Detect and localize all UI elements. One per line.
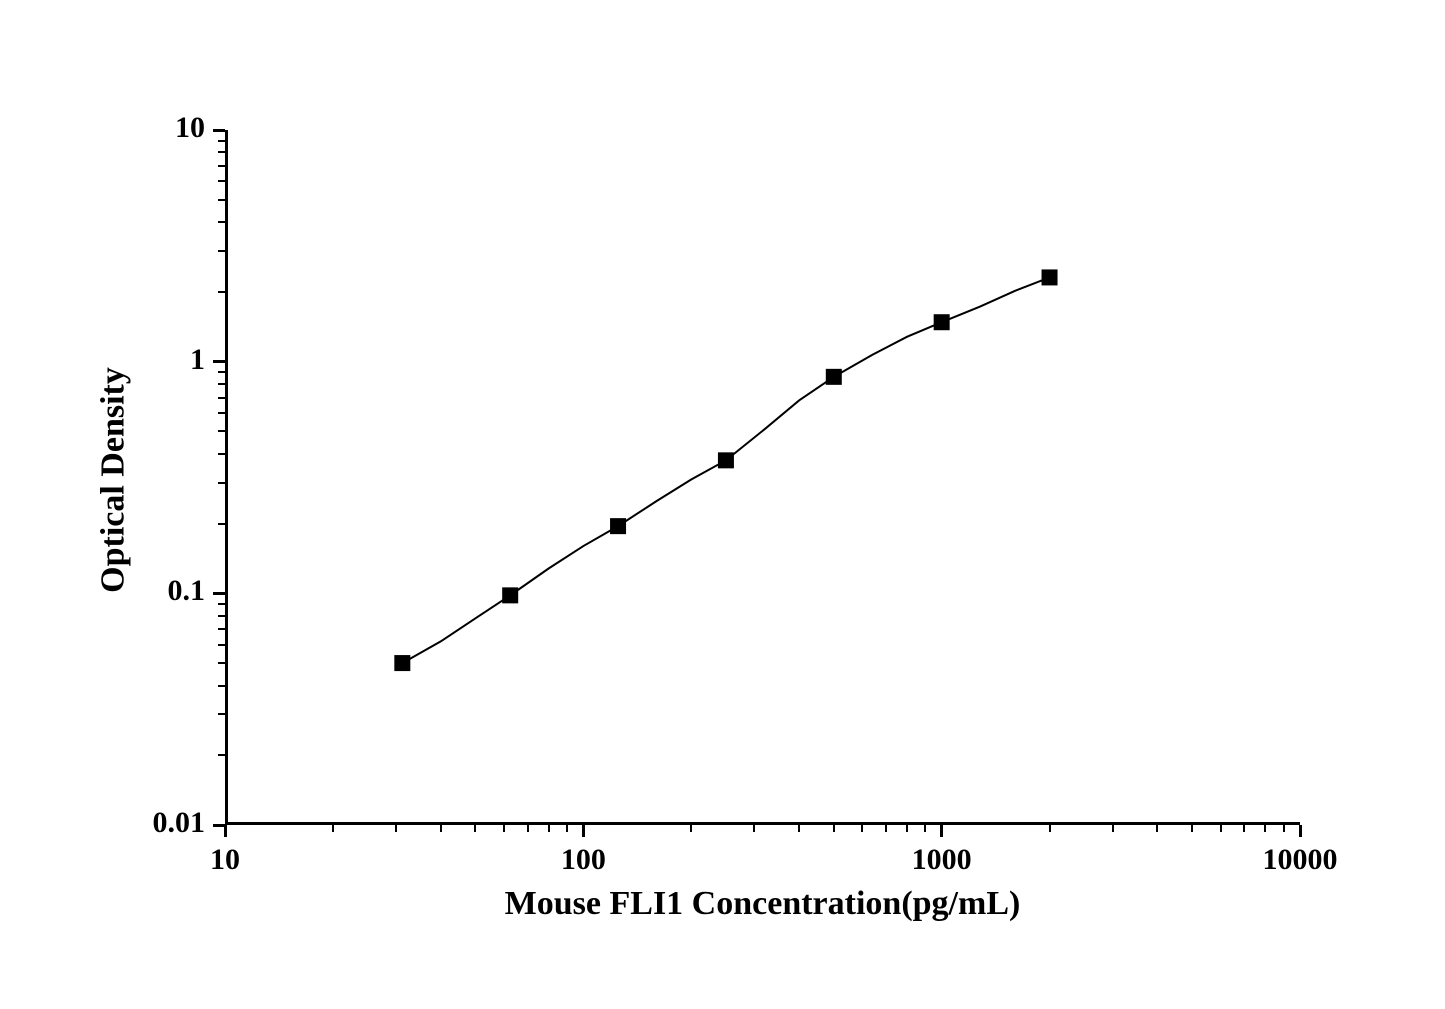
data-marker bbox=[934, 314, 950, 330]
x-tick-minor bbox=[833, 825, 835, 832]
y-tick-minor bbox=[218, 523, 225, 525]
x-tick-minor bbox=[527, 825, 529, 832]
y-tick-minor bbox=[218, 615, 225, 617]
y-tick-minor bbox=[218, 453, 225, 455]
x-tick-minor bbox=[1243, 825, 1245, 832]
x-tick-minor bbox=[906, 825, 908, 832]
x-tick-minor bbox=[395, 825, 397, 832]
y-tick-label: 10 bbox=[175, 111, 205, 145]
y-tick-minor bbox=[218, 250, 225, 252]
x-tick-minor bbox=[1191, 825, 1193, 832]
x-tick-minor bbox=[861, 825, 863, 832]
y-tick-minor bbox=[218, 412, 225, 414]
y-tick-minor bbox=[218, 713, 225, 715]
data-marker bbox=[502, 587, 518, 603]
x-tick-minor bbox=[885, 825, 887, 832]
data-line bbox=[402, 277, 1049, 663]
y-tick-minor bbox=[218, 221, 225, 223]
x-tick-minor bbox=[566, 825, 568, 832]
y-tick-minor bbox=[218, 371, 225, 373]
x-tick-minor bbox=[1049, 825, 1051, 832]
x-tick-minor bbox=[1283, 825, 1285, 832]
y-tick-minor bbox=[218, 397, 225, 399]
x-tick-minor bbox=[548, 825, 550, 832]
y-tick-minor bbox=[218, 662, 225, 664]
data-marker bbox=[610, 518, 626, 534]
y-tick-label: 0.1 bbox=[168, 574, 206, 608]
y-tick-minor bbox=[218, 151, 225, 153]
x-tick-minor bbox=[690, 825, 692, 832]
y-tick-major bbox=[213, 129, 225, 132]
x-tick-minor bbox=[474, 825, 476, 832]
x-tick-minor bbox=[924, 825, 926, 832]
x-tick-minor bbox=[798, 825, 800, 832]
x-tick-minor bbox=[1264, 825, 1266, 832]
x-tick-minor bbox=[440, 825, 442, 832]
data-marker bbox=[718, 452, 734, 468]
x-tick-major bbox=[224, 825, 227, 837]
x-tick-minor bbox=[1112, 825, 1114, 832]
y-tick-major bbox=[213, 360, 225, 363]
y-tick-minor bbox=[218, 754, 225, 756]
x-tick-major bbox=[582, 825, 585, 837]
y-tick-minor bbox=[218, 685, 225, 687]
x-axis-label: Mouse FLI1 Concentration(pg/mL) bbox=[225, 885, 1300, 923]
x-tick-minor bbox=[1156, 825, 1158, 832]
data-marker bbox=[1042, 269, 1058, 285]
x-tick-minor bbox=[332, 825, 334, 832]
y-tick-minor bbox=[218, 140, 225, 142]
y-tick-minor bbox=[218, 430, 225, 432]
x-tick-major bbox=[1299, 825, 1302, 837]
x-tick-label: 10000 bbox=[1240, 843, 1360, 877]
data-marker bbox=[826, 369, 842, 385]
y-tick-label: 0.01 bbox=[153, 806, 206, 840]
chart-container: Optical Density Mouse FLI1 Concentration… bbox=[0, 0, 1445, 1009]
y-tick-minor bbox=[218, 628, 225, 630]
x-tick-major bbox=[940, 825, 943, 837]
y-axis-label: Optical Density bbox=[94, 132, 132, 827]
y-tick-minor bbox=[218, 165, 225, 167]
x-tick-label: 10 bbox=[165, 843, 285, 877]
y-tick-major bbox=[213, 824, 225, 827]
y-tick-minor bbox=[218, 644, 225, 646]
y-tick-minor bbox=[218, 291, 225, 293]
x-tick-minor bbox=[503, 825, 505, 832]
data-marker bbox=[394, 655, 410, 671]
y-tick-minor bbox=[218, 482, 225, 484]
y-tick-minor bbox=[218, 603, 225, 605]
y-tick-minor bbox=[218, 383, 225, 385]
y-tick-major bbox=[213, 592, 225, 595]
y-tick-label: 1 bbox=[190, 343, 205, 377]
x-tick-minor bbox=[753, 825, 755, 832]
x-tick-minor bbox=[1220, 825, 1222, 832]
x-tick-label: 100 bbox=[523, 843, 643, 877]
y-tick-minor bbox=[218, 199, 225, 201]
y-tick-minor bbox=[218, 180, 225, 182]
x-tick-label: 1000 bbox=[882, 843, 1002, 877]
